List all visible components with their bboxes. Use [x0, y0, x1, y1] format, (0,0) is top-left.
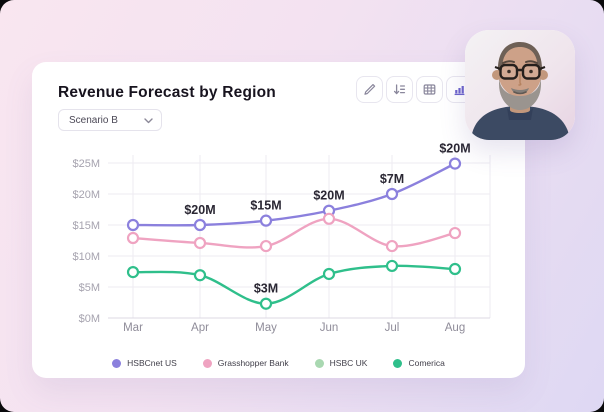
legend-dot-icon: [202, 358, 212, 368]
svg-text:Jun: Jun: [320, 322, 339, 334]
svg-text:$20M: $20M: [184, 203, 215, 217]
svg-text:$15M: $15M: [72, 220, 100, 232]
revenue-forecast-card: Revenue Forecast by Region Scenario B: [32, 62, 525, 378]
scenario-select-value: Scenario B: [69, 114, 118, 126]
legend-label: Grasshopper Bank: [217, 358, 289, 368]
scenario-select[interactable]: Scenario B: [58, 109, 162, 131]
svg-text:Jul: Jul: [385, 322, 400, 334]
chevron-down-icon: [144, 111, 153, 129]
legend-dot-icon: [314, 358, 324, 368]
bar-chart-icon: [452, 82, 467, 97]
svg-text:Apr: Apr: [191, 322, 209, 334]
chart-svg: $25M $20M $15M $10M $5M $0M Mar Apr May Jun Jul Aug…: [72, 142, 491, 334]
avatar-photo: [465, 30, 575, 140]
legend-label: Comerica: [408, 358, 445, 368]
svg-text:$0M: $0M: [79, 313, 100, 325]
svg-text:$20M: $20M: [439, 142, 470, 156]
svg-text:$15M: $15M: [250, 199, 281, 213]
page-title: Revenue Forecast by Region: [58, 84, 276, 101]
table-view-button[interactable]: [416, 76, 443, 103]
svg-text:May: May: [255, 322, 277, 334]
chart-legend: HSBCnet US Grasshopper Bank HSBC UK Comeric…: [32, 358, 525, 368]
svg-text:$7M: $7M: [380, 172, 404, 186]
legend-dot-icon: [112, 358, 122, 368]
legend-item[interactable]: Comerica: [393, 358, 445, 368]
edit-button[interactable]: [356, 76, 383, 103]
svg-text:$10M: $10M: [72, 251, 100, 263]
legend-item[interactable]: HSBCnet US: [112, 358, 177, 368]
svg-text:Mar: Mar: [123, 322, 143, 334]
pencil-icon: [362, 82, 377, 97]
svg-text:$20M: $20M: [313, 189, 344, 203]
sort-button[interactable]: [386, 76, 413, 103]
svg-text:$20M: $20M: [72, 189, 100, 201]
legend-label: HSBC UK: [329, 358, 368, 368]
legend-item[interactable]: Grasshopper Bank: [202, 358, 289, 368]
svg-text:$25M: $25M: [72, 158, 100, 170]
legend-item[interactable]: HSBC UK: [314, 358, 368, 368]
legend-label: HSBCnet US: [127, 358, 177, 368]
user-avatar[interactable]: [465, 30, 575, 140]
legend-dot-icon: [393, 358, 403, 368]
sort-descending-icon: [392, 82, 407, 97]
svg-text:Aug: Aug: [445, 322, 465, 334]
svg-text:$3M: $3M: [254, 282, 278, 296]
svg-text:$5M: $5M: [79, 282, 100, 294]
table-icon: [422, 82, 437, 97]
chart-toolbar: [356, 76, 473, 103]
